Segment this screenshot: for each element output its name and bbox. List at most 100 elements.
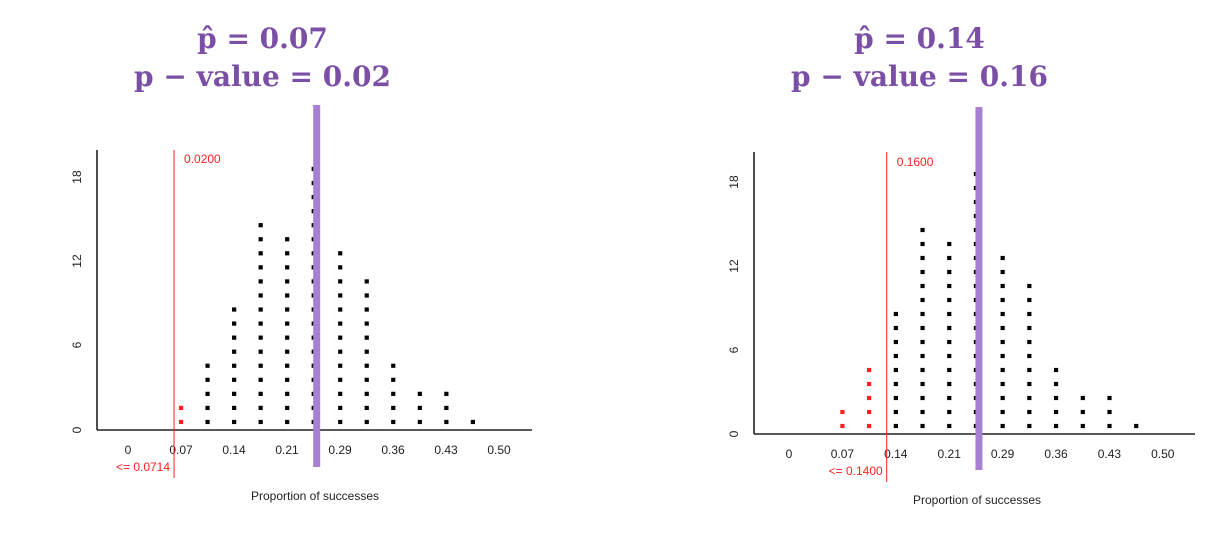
dot xyxy=(1000,297,1005,303)
dot xyxy=(258,293,263,298)
dot xyxy=(893,367,898,373)
dot xyxy=(338,307,343,312)
dot xyxy=(947,325,952,331)
dot xyxy=(1080,395,1085,401)
dot xyxy=(258,279,263,284)
left-chart-title: p̂ = 0.07 p − value = 0.02 xyxy=(0,20,525,96)
dot xyxy=(258,377,263,382)
x-tick-label: 0.07 xyxy=(831,447,855,461)
dot xyxy=(285,405,290,411)
x-tick-label: 0.21 xyxy=(275,443,299,457)
x-tick-label: 0.50 xyxy=(1151,447,1175,461)
dot xyxy=(258,265,263,270)
dot xyxy=(285,293,290,298)
right-dotplot-panel: p̂ = 0.14 p − value = 0.16 0 6 12 18 0 0.07 0.… xyxy=(612,0,1224,534)
dot xyxy=(1027,339,1032,345)
dot xyxy=(444,405,449,411)
dot xyxy=(391,363,396,368)
tail-proportion-label: 0.1600 xyxy=(897,155,934,169)
dot xyxy=(258,419,263,425)
dot xyxy=(285,265,290,270)
dot xyxy=(1053,409,1059,415)
tail-dot xyxy=(840,423,845,429)
x-tick-label: 0.43 xyxy=(1098,447,1122,461)
dot xyxy=(920,395,925,401)
dot xyxy=(920,269,925,275)
dot xyxy=(1000,423,1005,429)
dot xyxy=(364,279,369,284)
y-tick-label: 18 xyxy=(70,170,84,184)
dot xyxy=(920,409,925,415)
dot xyxy=(947,423,952,429)
dot xyxy=(364,349,369,354)
dot xyxy=(947,395,952,401)
tail-dot xyxy=(178,405,184,411)
dot xyxy=(258,391,263,396)
dot xyxy=(417,419,422,425)
tail-dot xyxy=(866,423,872,429)
dot xyxy=(232,335,237,340)
dot xyxy=(1000,269,1005,275)
dot xyxy=(893,339,898,345)
dot xyxy=(1107,395,1112,401)
dot xyxy=(1000,255,1005,261)
dot xyxy=(258,349,263,354)
dot xyxy=(338,321,343,326)
tail-dot xyxy=(840,409,845,415)
dot xyxy=(1027,311,1032,317)
dot xyxy=(205,391,210,396)
dot xyxy=(893,409,898,415)
dot xyxy=(1000,395,1005,401)
dot xyxy=(285,349,290,354)
dot xyxy=(285,377,290,382)
dot xyxy=(920,339,925,345)
dot xyxy=(1027,297,1032,303)
dot xyxy=(285,419,290,425)
y-tick-label: 12 xyxy=(727,259,741,273)
dot xyxy=(1107,423,1112,429)
dot xyxy=(338,419,343,425)
dot xyxy=(1027,409,1032,415)
dot xyxy=(1053,367,1059,373)
dot xyxy=(364,363,369,368)
dot xyxy=(232,405,237,411)
y-tick-label: 0 xyxy=(727,430,741,437)
dot xyxy=(338,349,343,354)
dot xyxy=(920,367,925,373)
dot xyxy=(947,353,952,359)
dot xyxy=(1000,311,1005,317)
dot xyxy=(920,241,925,247)
left-dotplot: 0 6 12 18 0 0.07 0.14 0.21 0.29 0.36 0.43 0.50 Propo… xyxy=(70,105,532,503)
right-dotplot: 0 6 12 18 0 0.07 0.14 0.21 0.29 0.36 0.43 0.50 Propo… xyxy=(727,107,1195,507)
tail-dot xyxy=(866,395,872,401)
dot xyxy=(1053,423,1059,429)
dot xyxy=(1027,367,1032,373)
x-tick-label: 0.29 xyxy=(991,447,1015,461)
cutoff-value-label: <= 0.0714 xyxy=(116,460,170,474)
dot xyxy=(920,381,925,387)
left-title-pvalue: p − value = 0.02 xyxy=(134,60,391,93)
tail-dot xyxy=(866,409,872,415)
dot xyxy=(1027,423,1032,429)
dot xyxy=(947,283,952,289)
dot xyxy=(1053,381,1059,387)
dot xyxy=(285,307,290,312)
dot xyxy=(1000,283,1005,289)
dot xyxy=(1000,325,1005,331)
dot xyxy=(947,367,952,373)
dot xyxy=(285,363,290,368)
dot xyxy=(1027,395,1032,401)
dot xyxy=(232,321,237,326)
dot xyxy=(947,255,952,261)
dot xyxy=(258,223,263,228)
dot xyxy=(920,227,925,233)
dot xyxy=(920,311,925,317)
dot xyxy=(470,419,475,425)
dot xyxy=(920,255,925,261)
dot xyxy=(1080,423,1085,429)
y-tick-label: 6 xyxy=(727,346,741,353)
dot xyxy=(364,405,369,411)
dot xyxy=(205,377,210,382)
x-tick-label: 0.14 xyxy=(884,447,908,461)
dot xyxy=(1000,339,1005,345)
